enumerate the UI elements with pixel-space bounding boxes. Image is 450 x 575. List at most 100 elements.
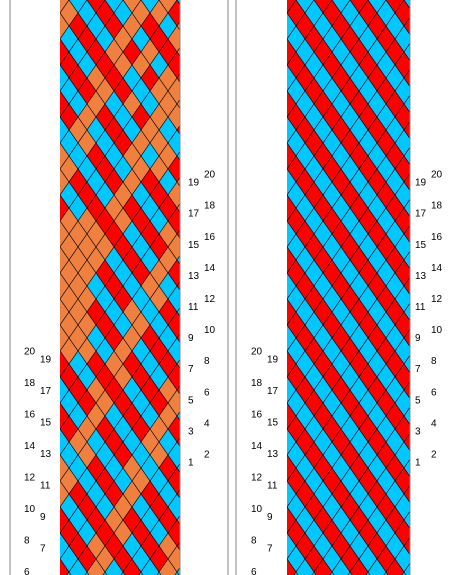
- row-label: 2: [204, 450, 210, 461]
- braid-tile: [60, 428, 70, 456]
- braid-tile: [33, 195, 51, 221]
- braid-tile: [60, 272, 61, 274]
- braid-tile: [60, 532, 61, 534]
- braid-tile: [287, 90, 297, 118]
- row-label: 18: [24, 378, 36, 389]
- row-label: 19: [415, 178, 427, 189]
- braid-tile: [287, 558, 297, 575]
- braid-tile: [403, 94, 410, 114]
- braid-tile: [176, 99, 180, 109]
- braid-tile: [287, 350, 297, 378]
- row-label: 4: [204, 418, 210, 429]
- braid-tile: [176, 21, 180, 31]
- row-label: 1: [415, 458, 421, 469]
- braid-tile: [176, 125, 180, 135]
- braid-tile: [33, 169, 51, 195]
- braid-tile: [287, 64, 288, 66]
- row-label: 20: [251, 347, 263, 358]
- braid-tile: [176, 281, 180, 291]
- braid-tile: [287, 324, 297, 352]
- braid-tile: [287, 64, 297, 92]
- braid-tile: [260, 65, 278, 91]
- braid-tile: [260, 247, 278, 273]
- braid-tile: [403, 302, 410, 322]
- braid-tile: [186, 494, 204, 520]
- braid-tile: [33, 299, 51, 325]
- row-label: 19: [40, 355, 52, 366]
- braid-tile: [260, 559, 278, 575]
- braid-tile: [60, 298, 61, 300]
- braid-tile: [313, 558, 333, 575]
- braid-tile: [413, 104, 431, 130]
- row-label: 9: [40, 512, 46, 523]
- braid-tile: [33, 13, 51, 39]
- braid-tile: [140, 558, 160, 575]
- braid-tile: [60, 272, 70, 300]
- row-label: 7: [188, 364, 194, 375]
- braid-tile: [60, 324, 61, 326]
- braid-tile: [176, 229, 180, 239]
- braid-tile: [403, 16, 410, 36]
- braid-tile: [60, 376, 70, 404]
- braid-tile: [33, 39, 51, 65]
- braid-tile: [186, 78, 204, 104]
- braid-tile: [403, 198, 410, 218]
- braid-tile: [413, 26, 431, 52]
- braid-tile: [413, 52, 431, 78]
- braid-tile: [60, 38, 61, 40]
- braid-tile: [60, 350, 70, 378]
- row-label: 14: [204, 263, 216, 274]
- braid-tile: [60, 246, 70, 274]
- braid-tile: [260, 143, 278, 169]
- braid-tile: [287, 376, 297, 404]
- braid: [33, 0, 204, 575]
- braid-tile: [186, 104, 204, 130]
- braid-tile: [60, 64, 61, 66]
- braid-tile: [60, 116, 70, 144]
- row-label: 15: [188, 240, 200, 251]
- braid-tile: [287, 116, 288, 118]
- braid-tile: [287, 480, 297, 508]
- braid-tile: [186, 26, 204, 52]
- row-label: 16: [204, 232, 216, 243]
- braid-tile: [287, 272, 288, 274]
- braid-tile: [295, 558, 315, 575]
- braid-tile: [158, 558, 178, 575]
- braid-tile: [60, 532, 70, 560]
- braid-tile: [104, 558, 124, 575]
- braid-tile: [176, 541, 180, 551]
- row-label: 8: [24, 536, 30, 547]
- braid-tile: [287, 246, 288, 248]
- row-label: 10: [431, 325, 443, 336]
- row-label: 6: [24, 567, 30, 575]
- braid-tile: [260, 221, 278, 247]
- row-label: 10: [204, 325, 216, 336]
- braid-tile: [287, 324, 288, 326]
- braid-tile: [60, 142, 61, 144]
- braid-tile: [33, 117, 51, 143]
- row-label: 16: [431, 232, 443, 243]
- row-label: 11: [415, 302, 426, 313]
- braid-tile: [176, 73, 180, 83]
- braid-tile: [403, 172, 410, 192]
- braid: [260, 0, 431, 575]
- row-label: 12: [204, 294, 216, 305]
- row-label: 18: [251, 378, 263, 389]
- braid-tile: [60, 220, 61, 222]
- row-label: 15: [40, 418, 52, 429]
- braid-tile: [287, 142, 288, 144]
- braid-tile: [287, 246, 297, 274]
- row-label: 15: [267, 418, 279, 429]
- row-label: 13: [415, 271, 427, 282]
- row-label: 8: [251, 536, 257, 547]
- braid-tile: [33, 221, 51, 247]
- braid-tile: [287, 12, 297, 40]
- braid-tile: [403, 406, 410, 426]
- braid-tile: [60, 90, 70, 118]
- row-label: 9: [415, 333, 421, 344]
- braid-tile: [33, 325, 51, 351]
- braid-tile: [60, 246, 61, 248]
- row-label: 16: [251, 410, 263, 421]
- braid-tile: [260, 91, 278, 117]
- braid-tile: [287, 454, 297, 482]
